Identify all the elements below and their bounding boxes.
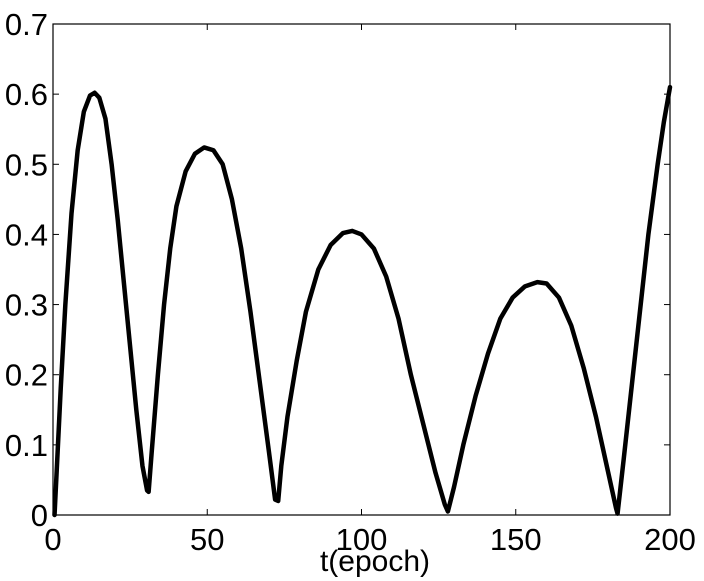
axis-ticks: [52, 23, 671, 516]
x-tick-label: 200: [644, 522, 696, 557]
plot-frame: [52, 23, 671, 516]
x-axis-label: t(epoch): [320, 545, 430, 578]
series-line: [52, 84, 673, 518]
y-tick-label: 0.6: [5, 77, 48, 112]
y-tick-label: 0: [31, 498, 48, 533]
y-tick-label: 0.7: [5, 7, 48, 42]
x-tick-label: 150: [490, 522, 542, 557]
y-tick-label: 0.5: [5, 147, 48, 182]
x-tick-label: 100: [336, 522, 388, 557]
x-tick-label: 0: [44, 522, 61, 557]
x-tick-label: 50: [190, 522, 224, 557]
y-tick-label: 0.4: [5, 217, 48, 252]
tick-labels: 0 50 100 150 200 0 0.1 0.2 0.3 0.4 0.5 0.6 0.7: [5, 7, 696, 557]
y-tick-label: 0.1: [5, 428, 48, 463]
y-tick-label: 0.3: [5, 288, 48, 323]
y-tick-label: 0.2: [5, 358, 48, 393]
